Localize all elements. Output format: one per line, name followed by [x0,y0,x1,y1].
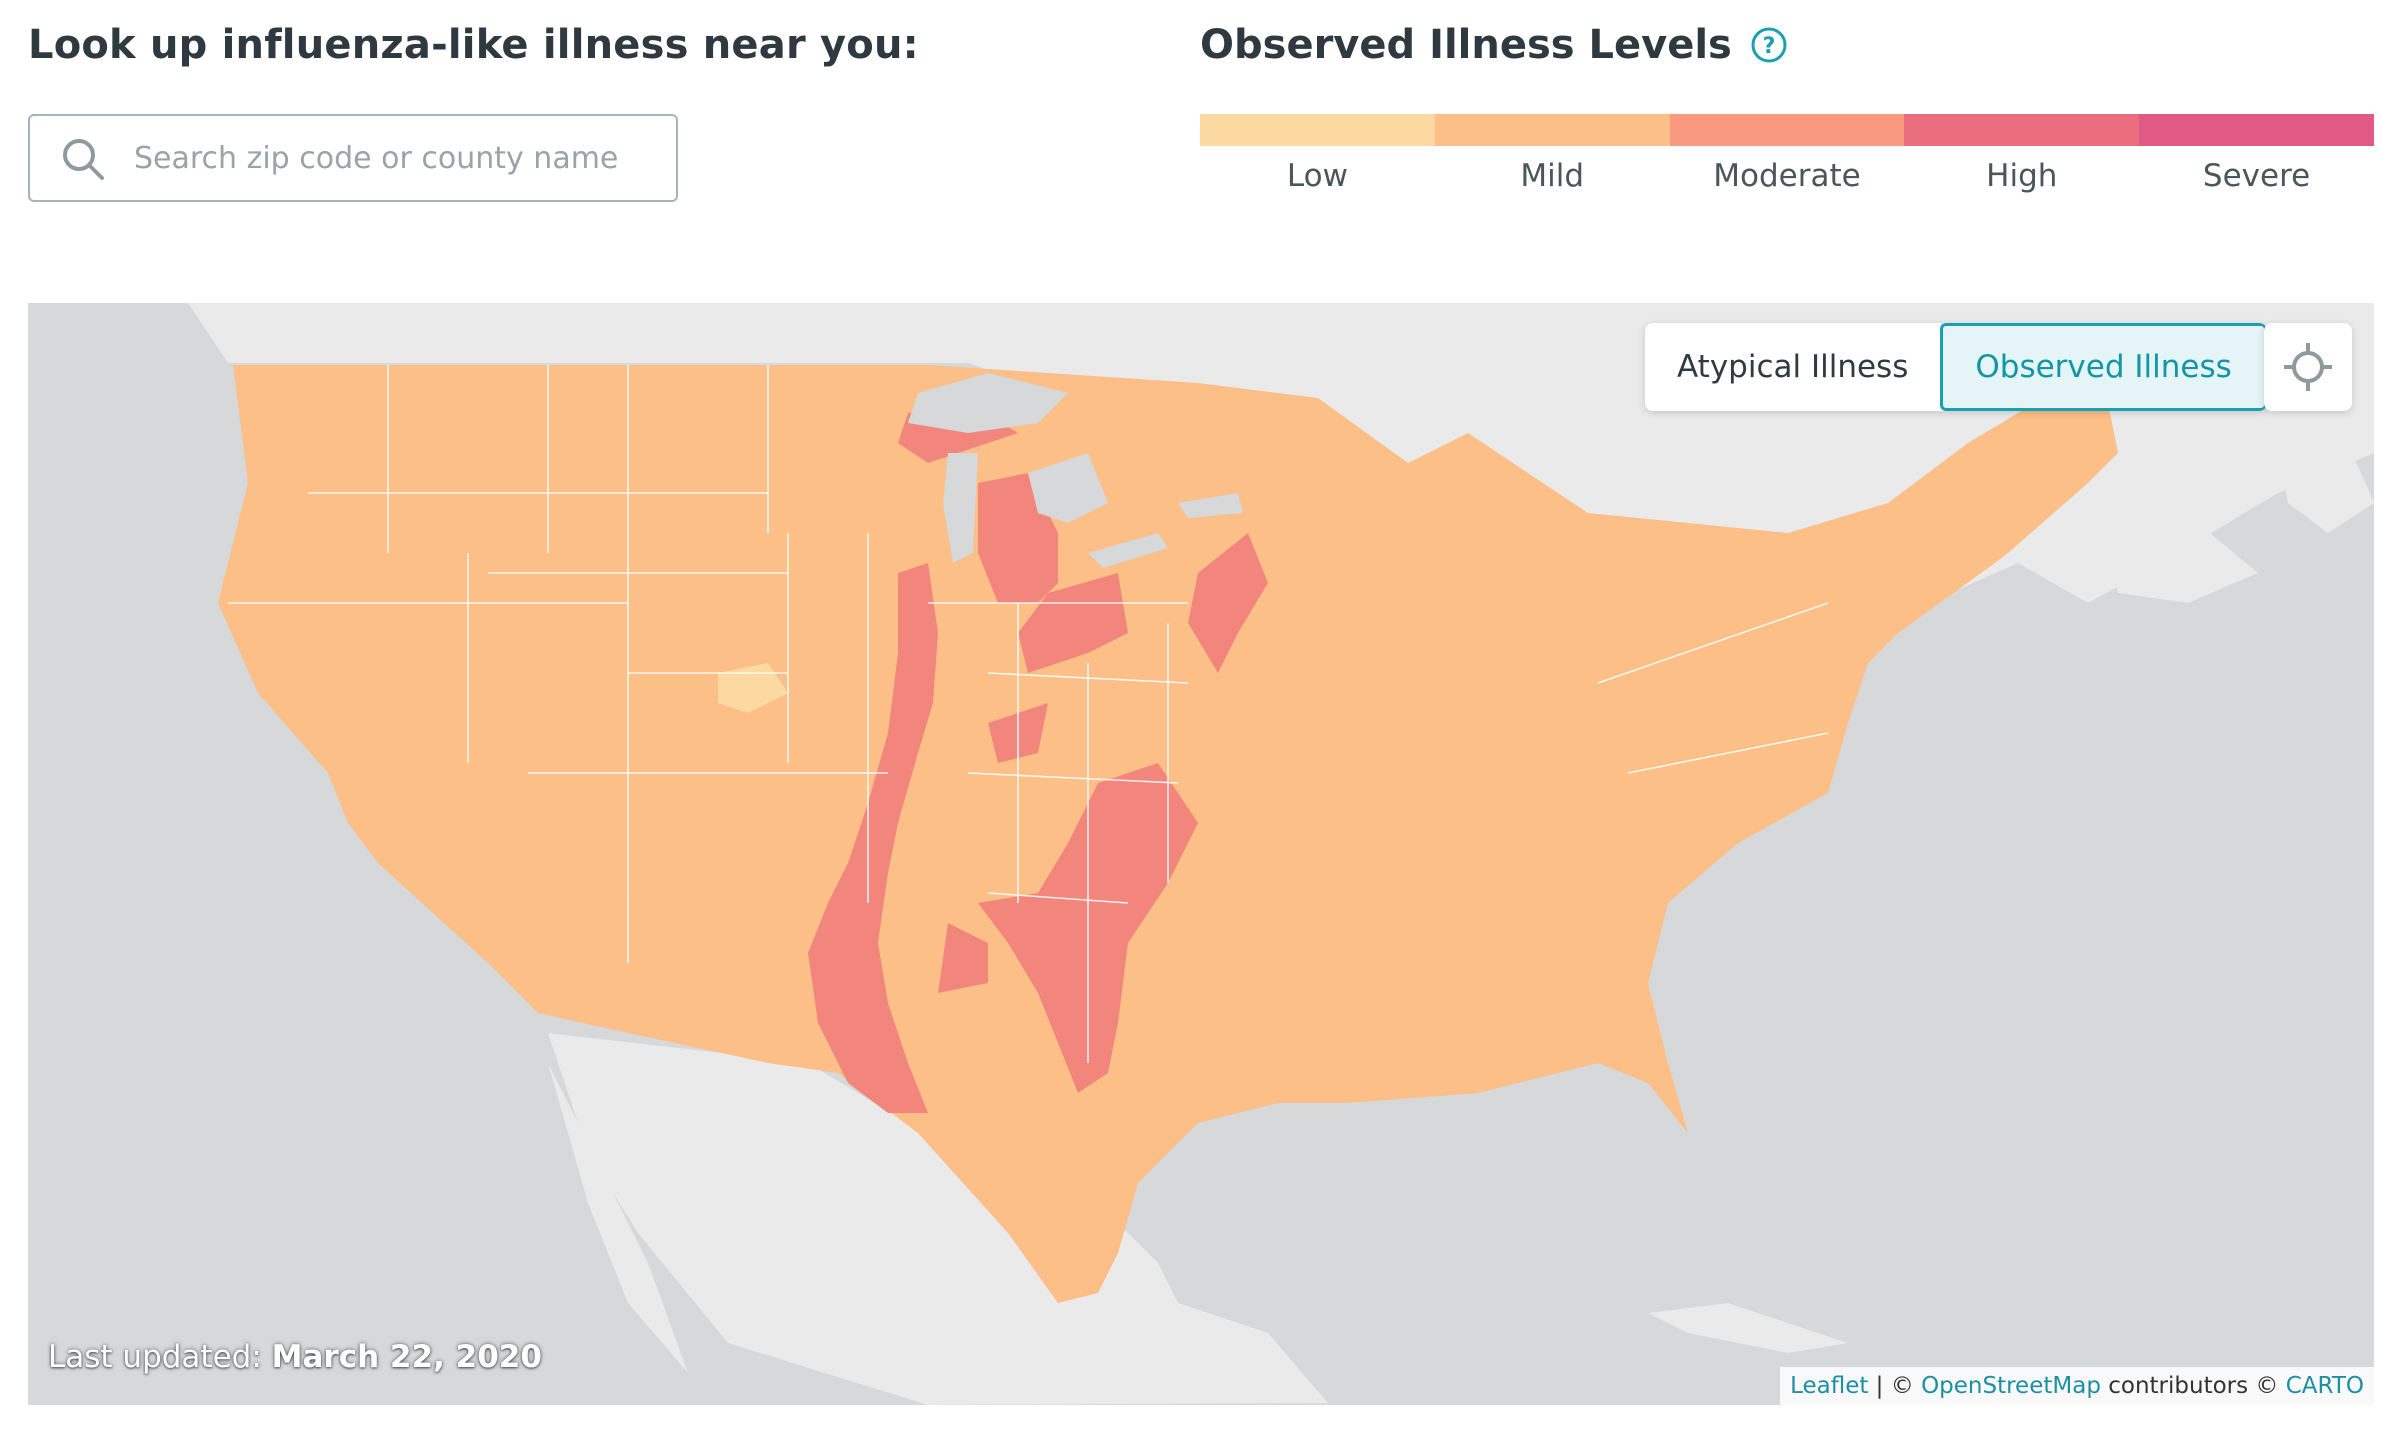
legend-swatch-high [1904,114,2140,146]
maritimes-land [2108,523,2258,603]
legend-labels: Low Mild Moderate High Severe [1200,158,2374,194]
legend-label-mild: Mild [1520,158,1585,194]
search-icon [63,139,104,180]
us-high-ohio [1018,573,1128,673]
legend-label-high: High [1986,158,2058,194]
us-high-mississippi [808,563,938,1113]
lake-erie [1088,533,1168,568]
legend-swatch-moderate [1669,114,1905,146]
lake-ontario [1178,493,1243,518]
observed-illness-button[interactable]: Observed Illness [1940,323,2267,411]
lake-huron [1028,453,1108,523]
legend-swatch-severe [2139,114,2374,146]
lake-michigan [943,453,978,563]
crosshair-icon [2284,343,2332,391]
legend-label-severe: Severe [2202,158,2311,194]
legend-label-low: Low [1286,158,1348,194]
us-high-northeast [1188,533,1268,673]
search-input[interactable] [134,116,654,200]
carto-link[interactable]: CARTO [2285,1373,2364,1399]
state-boundaries [228,365,1829,1063]
illness-type-toggle[interactable]: Atypical Illness Observed Illness [1645,323,2267,411]
legend-label-moderate: Moderate [1713,158,1861,194]
us-high-gulf [938,923,988,993]
lake-superior [908,373,1068,433]
legend-swatches [1200,114,2374,146]
svg-text:?: ? [1762,34,1775,59]
help-circle-icon[interactable]: ? [1750,26,1788,64]
illness-map[interactable]: Atypical Illness Observed Illness Last u… [28,303,2374,1405]
legend-swatch-low [1200,114,1435,146]
us-low-region [718,663,788,713]
attribution-contributors: contributors © [2100,1373,2286,1399]
lookup-title: Look up influenza-like illness near you: [28,22,919,68]
search-box[interactable] [28,114,678,202]
osm-link[interactable]: OpenStreetMap [1921,1373,2101,1399]
map-attribution: Leaflet | © OpenStreetMap contributors ©… [1780,1367,2374,1405]
legend-title-row: Observed Illness Levels ? [1200,22,1788,68]
legend-swatch-mild [1434,114,1670,146]
attribution-sep: | © [1868,1373,1922,1399]
legend-title: Observed Illness Levels [1200,22,1732,68]
baja-land [548,1063,688,1373]
atypical-illness-button[interactable]: Atypical Illness [1645,323,1941,411]
illness-legend: Low Mild Moderate High Severe [1200,114,2374,194]
leaflet-link[interactable]: Leaflet [1790,1373,1869,1399]
newfoundland-land [2278,443,2374,533]
map-canvas[interactable] [28,303,2374,1405]
locate-me-button[interactable] [2264,323,2352,411]
last-updated: Last updated: March 22, 2020 [48,1339,542,1375]
mexico-land [548,1033,1328,1405]
cuba-land [1648,1303,1848,1353]
last-updated-label: Last updated: [48,1339,272,1375]
last-updated-date: March 22, 2020 [271,1339,542,1375]
